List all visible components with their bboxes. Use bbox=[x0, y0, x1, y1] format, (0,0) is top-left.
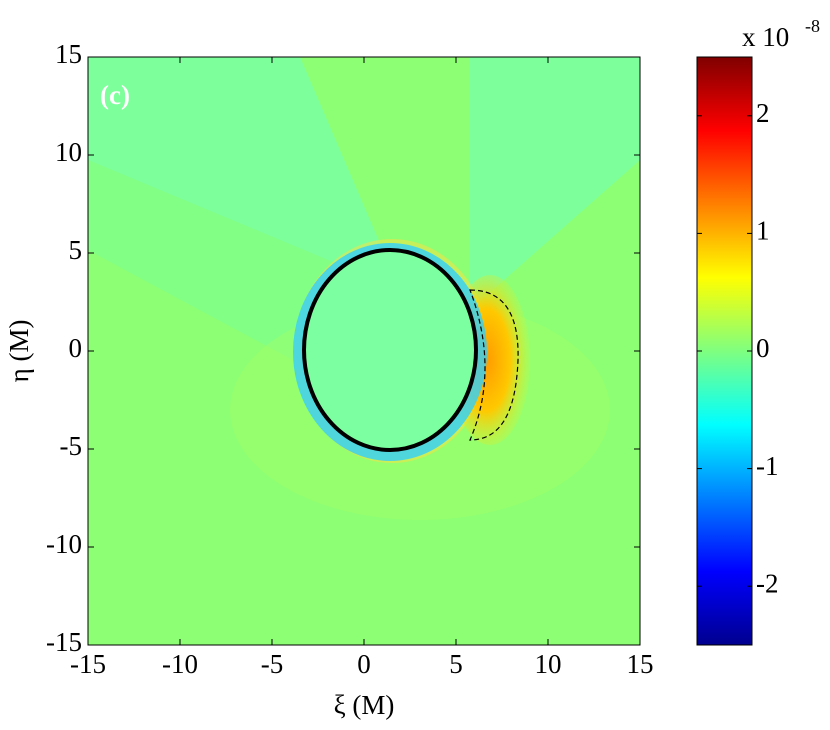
x-tick-label: 5 bbox=[449, 649, 463, 679]
y-tick-label: -5 bbox=[60, 431, 83, 461]
x-axis-label: ξ (M) bbox=[334, 690, 395, 720]
colorbar-multiplier: x 10 bbox=[742, 22, 789, 52]
x-tick-label: 10 bbox=[535, 649, 562, 679]
y-tick-label: 5 bbox=[69, 235, 83, 265]
y-tick-label: -15 bbox=[46, 627, 82, 657]
x-tick-label: -5 bbox=[261, 649, 284, 679]
field bbox=[88, 57, 640, 645]
colorbar-tick-label: 2 bbox=[756, 98, 770, 128]
y-tick-label: 15 bbox=[55, 39, 82, 69]
colorbar-tick-label: 0 bbox=[756, 333, 770, 363]
y-tick-label: -10 bbox=[46, 529, 82, 559]
colorbar-tick-label: 1 bbox=[756, 216, 770, 246]
x-tick-label: 15 bbox=[627, 649, 654, 679]
colorbar bbox=[696, 56, 753, 646]
y-axis-label: η (M) bbox=[4, 320, 34, 383]
y-tick-label: 0 bbox=[69, 333, 83, 363]
x-tick-label: -10 bbox=[162, 649, 198, 679]
colorbar-exponent: -8 bbox=[805, 16, 820, 36]
colorbar-tick-label: -1 bbox=[756, 451, 779, 481]
y-tick-label: 10 bbox=[55, 137, 82, 167]
x-tick-label: 0 bbox=[357, 649, 371, 679]
x-tick-label: -15 bbox=[70, 649, 106, 679]
panel-label: (c) bbox=[100, 80, 130, 110]
colorbar-tick-label: -2 bbox=[756, 568, 779, 598]
